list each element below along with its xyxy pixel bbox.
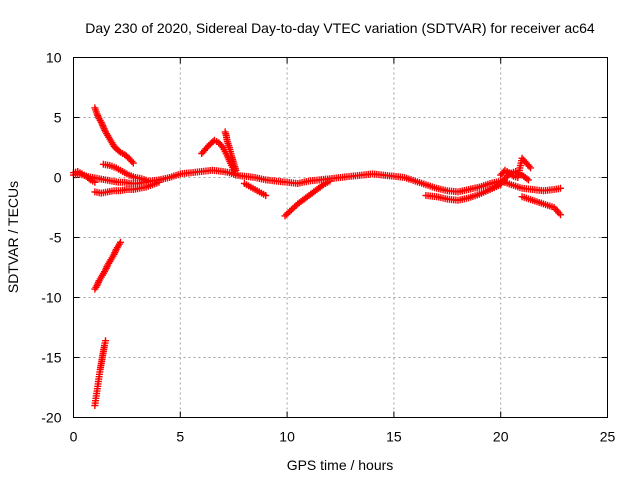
data-point-marker xyxy=(128,158,136,165)
data-point-marker xyxy=(98,120,106,128)
data-point-marker xyxy=(232,166,240,174)
chart-points xyxy=(70,104,565,409)
series-arc-baseline-main xyxy=(70,166,565,196)
data-point-marker xyxy=(115,147,123,155)
data-point-marker xyxy=(557,211,565,219)
data-point-marker xyxy=(110,250,118,258)
series-arc-descending-high xyxy=(91,104,137,167)
data-point-marker xyxy=(93,110,101,118)
data-point-marker xyxy=(85,175,93,183)
data-point-marker xyxy=(100,125,108,133)
data-point-marker xyxy=(557,184,565,192)
x-tick-label: 0 xyxy=(70,429,78,445)
chart-grid xyxy=(73,57,608,418)
series-arc-bridge-right xyxy=(486,168,532,193)
data-point-marker xyxy=(102,264,110,272)
data-point-marker xyxy=(524,176,532,184)
data-point-marker xyxy=(525,162,533,170)
x-tick-label: 20 xyxy=(493,429,509,445)
series-arc-spike xyxy=(221,128,240,174)
y-axis-label: SDTVAR / TECUs xyxy=(5,181,21,293)
data-point-marker xyxy=(94,112,102,119)
series-arc-lower-band xyxy=(91,178,163,197)
data-point-marker xyxy=(262,192,270,199)
data-point-marker xyxy=(102,266,110,274)
data-point-marker xyxy=(129,159,137,167)
series-arc-upper-mid xyxy=(99,160,152,185)
data-point-marker xyxy=(111,249,119,257)
series-arc-steep-bottom xyxy=(91,337,110,409)
plot-frame xyxy=(73,57,608,418)
series-arc-rising-low xyxy=(91,238,124,293)
x-tick-label: 15 xyxy=(386,429,402,445)
y-tick-label: 5 xyxy=(54,110,62,126)
data-point-marker xyxy=(326,177,334,185)
series-arc-bump-20 xyxy=(497,154,535,181)
x-axis-label: GPS time / hours xyxy=(287,457,394,473)
data-point-marker xyxy=(523,175,531,183)
y-tick-label: 10 xyxy=(46,50,62,66)
data-point-marker xyxy=(318,182,326,190)
data-point-marker xyxy=(144,177,152,185)
series-arc-recover xyxy=(281,177,334,220)
data-point-marker xyxy=(97,118,105,126)
data-point-marker xyxy=(91,178,99,186)
x-tick-label: 5 xyxy=(176,429,184,445)
series-arc-dip-rise xyxy=(240,180,270,199)
x-tick-label: 10 xyxy=(279,429,295,445)
tick-labels: 0 5 10 15 20 25 10 5 0 -5 -10 -15 -20 xyxy=(41,50,615,445)
data-point-marker xyxy=(102,337,110,345)
data-point-marker xyxy=(218,142,226,150)
y-tick-label: -10 xyxy=(41,290,61,306)
data-point-marker xyxy=(99,122,107,129)
y-tick-label: 0 xyxy=(54,170,62,186)
data-point-marker xyxy=(527,164,535,172)
y-tick-label: -20 xyxy=(41,410,61,426)
data-point-marker xyxy=(155,178,163,186)
series-arc-tail-right xyxy=(518,193,565,219)
x-tick-label: 25 xyxy=(600,429,616,445)
chart-title: Day 230 of 2020, Sidereal Day-to-day VTE… xyxy=(85,20,595,36)
data-point-marker xyxy=(99,123,107,131)
y-tick-label: -15 xyxy=(41,350,61,366)
data-point-marker xyxy=(116,238,124,246)
y-tick-label: -5 xyxy=(49,230,62,246)
data-point-marker xyxy=(93,282,101,289)
data-point-marker xyxy=(94,280,102,288)
